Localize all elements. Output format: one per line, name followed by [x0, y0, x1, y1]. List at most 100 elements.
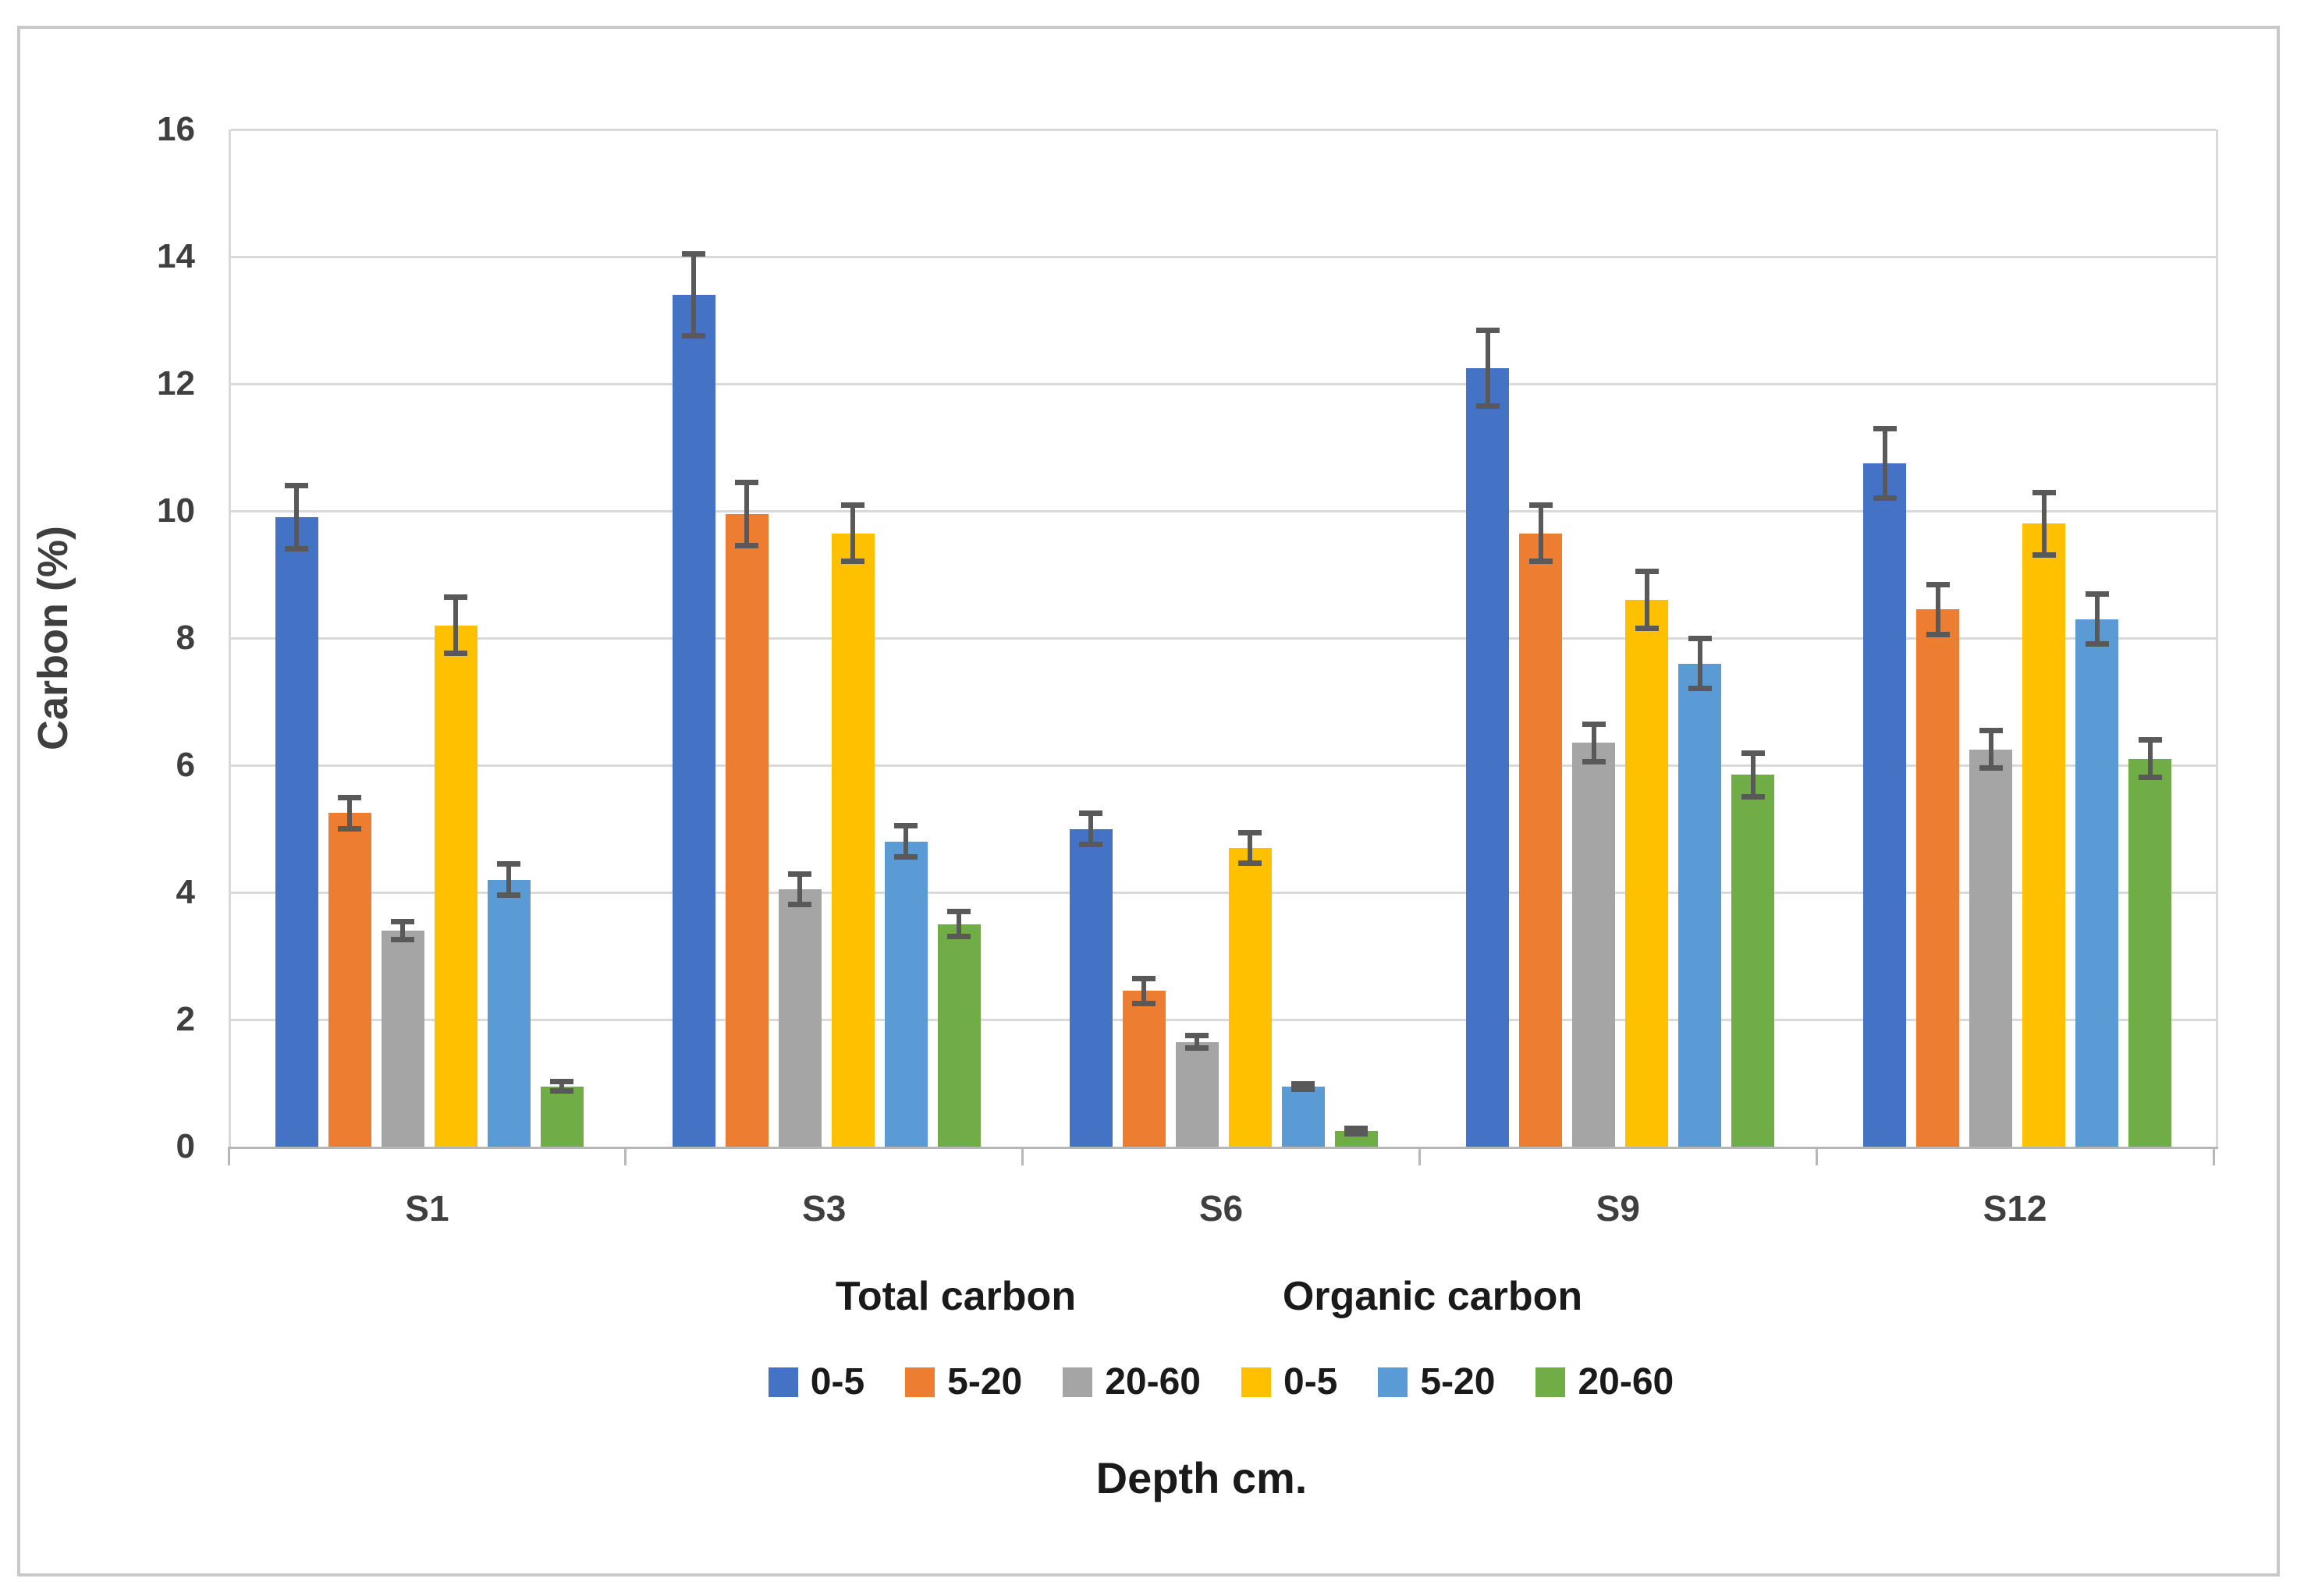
- axis-tick: [227, 1147, 230, 1165]
- error-bar-cap-bottom: [2032, 552, 2056, 559]
- legend-item: 5-20: [905, 1360, 1022, 1403]
- error-bar-cap-top: [285, 483, 309, 489]
- axis-tick: [624, 1147, 627, 1165]
- bar: [1625, 600, 1669, 1147]
- error-bar: [850, 504, 856, 562]
- category-label: S1: [405, 1188, 449, 1229]
- error-bar-cap-top: [1873, 426, 1897, 432]
- error-bar-cap-top: [338, 794, 362, 800]
- error-bar-cap-top: [497, 861, 521, 867]
- legend-label: 20-60: [1578, 1361, 1674, 1403]
- error-bar-cap-bottom: [1926, 631, 1950, 637]
- error-bar: [1485, 329, 1490, 406]
- error-bar-cap-bottom: [735, 542, 759, 548]
- axis-tick: [1815, 1147, 1818, 1165]
- legend: 0-5 5-20 20-60 0-5 5-20 20-60: [229, 1360, 2213, 1403]
- category-label: S6: [1198, 1188, 1244, 1229]
- gridline: [231, 891, 2216, 894]
- error-bar-cap-bottom: [1873, 495, 1897, 501]
- bar: [884, 841, 928, 1147]
- error-bar-cap-top: [1344, 1125, 1368, 1131]
- axis-tick: [1021, 1147, 1024, 1165]
- error-bar-cap-bottom: [1528, 559, 1553, 565]
- error-bar-cap-top: [1132, 976, 1156, 982]
- error-bar-cap-top: [1528, 502, 1553, 508]
- error-bar-cap-bottom: [2085, 641, 2109, 647]
- error-bar-cap-top: [2032, 489, 2056, 495]
- gridline: [231, 382, 2216, 385]
- y-tick-label: 16: [157, 110, 195, 148]
- bar: [434, 625, 477, 1147]
- bar: [1228, 847, 1272, 1147]
- error-bar-cap-top: [1079, 810, 1102, 817]
- error-bar-cap-bottom: [1582, 758, 1606, 764]
- group-title-total-carbon: Total carbon: [835, 1274, 1077, 1319]
- error-bar-cap-top: [444, 594, 468, 601]
- bar: [2128, 758, 2172, 1147]
- y-tick-label: 0: [176, 1127, 195, 1165]
- error-bar-cap-top: [1238, 829, 1262, 835]
- error-bar-cap-top: [1741, 750, 1765, 756]
- error-bar-cap-bottom: [1979, 765, 2003, 771]
- bar: [1731, 775, 1775, 1147]
- error-bar: [506, 864, 512, 896]
- bar: [1863, 463, 1907, 1147]
- error-bar-cap-top: [735, 480, 759, 486]
- gridline: [231, 509, 2216, 512]
- error-bar-cap-bottom: [285, 545, 309, 552]
- y-tick-label: 2: [176, 1000, 195, 1038]
- y-axis-title: Carbon (%): [30, 526, 76, 750]
- error-bar-cap-top: [1185, 1033, 1209, 1039]
- error-bar-cap-top: [550, 1079, 574, 1085]
- error-bar: [400, 920, 406, 941]
- error-bar-cap-top: [1635, 569, 1659, 575]
- legend-item: 0-5: [768, 1360, 865, 1403]
- error-bar-cap-top: [1926, 581, 1950, 587]
- error-bar-cap-bottom: [1344, 1130, 1368, 1137]
- error-bar: [1644, 571, 1649, 629]
- legend-swatch: [905, 1367, 935, 1397]
- error-bar-cap-top: [1688, 636, 1712, 641]
- error-bar-cap-top: [894, 823, 918, 829]
- legend-label: 0-5: [810, 1361, 865, 1403]
- error-bar: [294, 485, 300, 549]
- error-bar-cap-top: [1475, 327, 1500, 333]
- error-bar: [1750, 752, 1756, 797]
- error-bar-cap-bottom: [1238, 860, 1262, 867]
- error-bar-cap-bottom: [1688, 686, 1712, 692]
- legend-item: 0-5: [1241, 1360, 1337, 1403]
- error-bar: [1697, 638, 1702, 690]
- error-bar: [744, 482, 750, 546]
- error-bar: [1935, 583, 1940, 635]
- bar: [937, 924, 981, 1147]
- category-label: S9: [1596, 1188, 1640, 1229]
- error-bar: [347, 796, 353, 829]
- error-bar-cap-top: [2085, 591, 2109, 597]
- error-bar-cap-bottom: [682, 332, 706, 339]
- x-axis-title: Depth cm.: [1095, 1453, 1308, 1502]
- error-bar-cap-bottom: [947, 934, 971, 940]
- y-tick-label: 4: [176, 873, 195, 911]
- error-bar-cap-top: [682, 250, 706, 257]
- x-axis-line: [229, 1147, 2218, 1149]
- error-bar-cap-top: [1979, 728, 2003, 734]
- bar: [487, 879, 531, 1147]
- error-bar: [1141, 978, 1146, 1004]
- y-tick-label: 8: [176, 619, 195, 657]
- error-bar: [1988, 730, 1993, 769]
- error-bar-cap-bottom: [1291, 1086, 1315, 1092]
- bar: [1175, 1041, 1219, 1147]
- error-bar: [1195, 1035, 1199, 1048]
- bar: [275, 517, 318, 1147]
- error-bar: [1882, 428, 1887, 498]
- error-bar: [1538, 504, 1543, 562]
- bar: [1572, 743, 1616, 1147]
- legend-item: 5-20: [1378, 1360, 1495, 1403]
- legend-label: 5-20: [947, 1361, 1023, 1403]
- error-bar: [903, 825, 909, 858]
- bar: [1466, 367, 1510, 1147]
- error-bar-cap-bottom: [1635, 625, 1659, 631]
- error-bar-cap-bottom: [1185, 1044, 1209, 1051]
- category-label: S3: [802, 1188, 847, 1229]
